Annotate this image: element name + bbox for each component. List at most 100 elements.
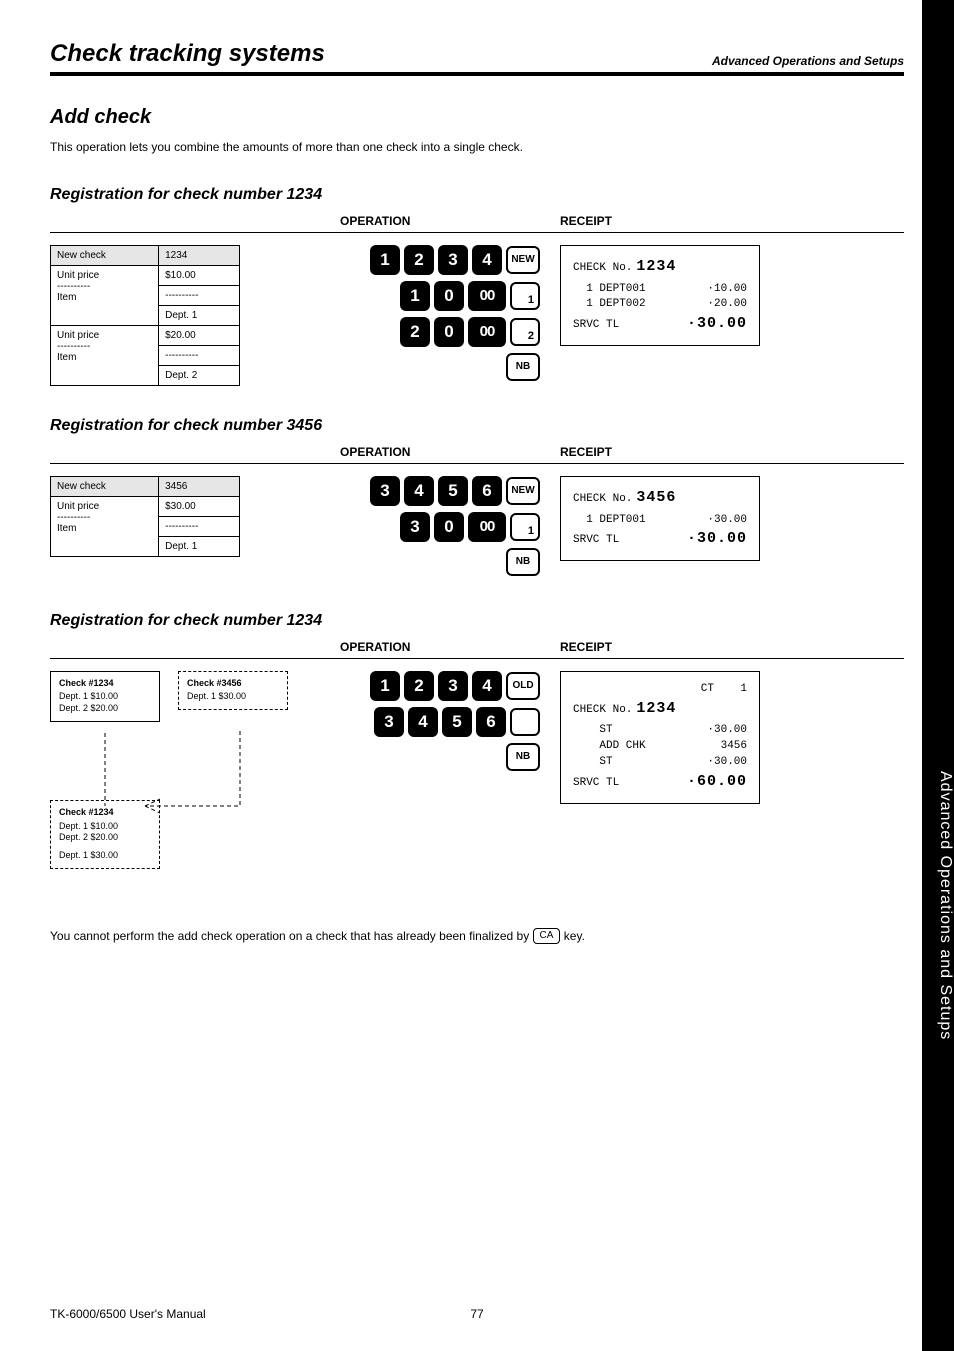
receipt-total-label: SRVC TL bbox=[573, 318, 619, 334]
intro-heading: Add check bbox=[50, 106, 904, 129]
example2-keypad: 3456NEW30001NB bbox=[340, 476, 560, 582]
keypad-key: 6 bbox=[476, 707, 506, 737]
keypad-key: 0 bbox=[434, 317, 464, 347]
keypad-key bbox=[510, 708, 540, 736]
keypad-key: 00 bbox=[468, 512, 506, 542]
diagram-line: Dept. 1 $30.00 bbox=[59, 850, 151, 862]
col-display: OPERATION bbox=[340, 441, 560, 463]
table-cell: Dept. 1 bbox=[159, 536, 240, 556]
page-header: Check tracking systems Advanced Operatio… bbox=[50, 40, 904, 76]
table-cell: $20.00 bbox=[159, 325, 240, 345]
col-receipt: RECEIPT bbox=[560, 441, 612, 463]
example1-table-wrap: New check1234 Unit price----------Item$1… bbox=[50, 245, 340, 386]
receipt-ct-value: 1 bbox=[740, 683, 747, 695]
keypad-key: 1 bbox=[510, 282, 540, 310]
keypad-key: 1 bbox=[370, 671, 400, 701]
keypad-key: 3 bbox=[400, 512, 430, 542]
table-cell: New check bbox=[51, 476, 159, 496]
example1-receipt: CHECK No.1234 1 DEPT001·10.00 1 DEPT002·… bbox=[560, 245, 760, 346]
keypad-key: 3 bbox=[438, 245, 468, 275]
table-cell: Dept. 2 bbox=[159, 365, 240, 385]
page-number: 77 bbox=[0, 1307, 954, 1321]
diagram-line: Dept. 2 $20.00 bbox=[59, 832, 151, 844]
keypad-key: 00 bbox=[468, 281, 506, 311]
keypad-key: NB bbox=[506, 353, 540, 381]
keypad-key: 2 bbox=[510, 318, 540, 346]
diagram-check-dashed: Check #3456 Dept. 1 $30.00 bbox=[178, 671, 288, 710]
diagram-title: Check #3456 bbox=[187, 678, 279, 690]
receipt-check-label: CHECK No. bbox=[573, 703, 632, 719]
table-cell: New check bbox=[51, 245, 159, 265]
receipt-check-label: CHECK No. bbox=[573, 492, 632, 508]
table-cell: Unit price----------Item bbox=[51, 325, 159, 385]
table-cell: 3456 bbox=[159, 476, 240, 496]
diagram-line: Dept. 1 $10.00 bbox=[59, 821, 151, 833]
receipt-ct-label: CT bbox=[701, 683, 714, 695]
keypad-key: 5 bbox=[438, 476, 468, 506]
diagram-line: Dept. 2 $20.00 bbox=[59, 703, 151, 715]
example3-keypad: 1234OLD3456NB bbox=[340, 671, 560, 777]
receipt-total-label: SRVC TL bbox=[573, 776, 619, 792]
example3-row: Check #1234 Dept. 1 $10.00 Dept. 2 $20.0… bbox=[50, 671, 904, 887]
example1-keypad: 1234NEW1000120002NB bbox=[340, 245, 560, 387]
example3-receipt: CT 1 CHECK No.1234 ST·30.00 ADD CHK3456 … bbox=[560, 671, 760, 804]
keypad-key: NEW bbox=[506, 477, 540, 505]
receipt-line: 1 DEPT001·30.00 bbox=[573, 513, 747, 529]
footnote: You cannot perform the add check operati… bbox=[50, 927, 904, 945]
example2-row: New check3456 Unit price----------Item$3… bbox=[50, 476, 904, 582]
keypad-key: NB bbox=[506, 743, 540, 771]
keypad-key: 1 bbox=[510, 513, 540, 541]
keypad-key: 0 bbox=[434, 512, 464, 542]
receipt-check-label: CHECK No. bbox=[573, 261, 632, 277]
keypad-key: 3 bbox=[370, 476, 400, 506]
receipt-line: ST·30.00 bbox=[573, 723, 747, 739]
receipt-total-value: ·30.00 bbox=[687, 528, 747, 550]
keypad-key: 4 bbox=[472, 245, 502, 275]
diagram-check-merged: Check #1234 Dept. 1 $10.00 Dept. 2 $20.0… bbox=[50, 800, 160, 869]
diagram-check-solid: Check #1234 Dept. 1 $10.00 Dept. 2 $20.0… bbox=[50, 671, 160, 722]
diagram-line: Dept. 1 $30.00 bbox=[187, 691, 279, 703]
table-cell: ---------- bbox=[159, 285, 240, 305]
keypad-key: 1 bbox=[370, 245, 400, 275]
receipt-total-value: ·60.00 bbox=[687, 771, 747, 793]
receipt-check-no: 3456 bbox=[636, 487, 676, 509]
receipt-line: 1 DEPT002·20.00 bbox=[573, 297, 747, 313]
col-receipt: RECEIPT bbox=[560, 636, 612, 658]
table-cell: Unit price----------Item bbox=[51, 265, 159, 325]
column-headers: OPERATION RECEIPT bbox=[50, 210, 904, 233]
example1-title: Registration for check number 1234 bbox=[50, 186, 904, 204]
footnote-key: CA bbox=[533, 928, 561, 944]
keypad-key: 5 bbox=[442, 707, 472, 737]
receipt-line: ADD CHK3456 bbox=[573, 739, 747, 755]
diagram-title: Check #1234 bbox=[59, 678, 151, 690]
keypad-key: 3 bbox=[374, 707, 404, 737]
keypad-key: 4 bbox=[404, 476, 434, 506]
col-display: OPERATION bbox=[340, 636, 560, 658]
example3-diagram: Check #1234 Dept. 1 $10.00 Dept. 2 $20.0… bbox=[50, 671, 340, 887]
receipt-line: 1 DEPT001·10.00 bbox=[573, 282, 747, 298]
table-cell: 1234 bbox=[159, 245, 240, 265]
col-receipt: RECEIPT bbox=[560, 210, 612, 232]
table-cell: Unit price----------Item bbox=[51, 496, 159, 556]
receipt-total-label: SRVC TL bbox=[573, 533, 619, 549]
keypad-key: OLD bbox=[506, 672, 540, 700]
keypad-key: 00 bbox=[468, 317, 506, 347]
keypad-key: 1 bbox=[400, 281, 430, 311]
intro-text: This operation lets you combine the amou… bbox=[50, 139, 904, 156]
example2-receipt: CHECK No.3456 1 DEPT001·30.00 SRVC TL ·30… bbox=[560, 476, 760, 561]
keypad-key: 3 bbox=[438, 671, 468, 701]
example3-title: Registration for check number 1234 bbox=[50, 612, 904, 630]
column-headers: OPERATION RECEIPT bbox=[50, 636, 904, 659]
example2-table: New check3456 Unit price----------Item$3… bbox=[50, 476, 240, 557]
column-headers: OPERATION RECEIPT bbox=[50, 441, 904, 464]
example1-row: New check1234 Unit price----------Item$1… bbox=[50, 245, 904, 387]
receipt-check-no: 1234 bbox=[636, 698, 676, 720]
receipt-total-value: ·30.00 bbox=[687, 313, 747, 335]
keypad-key: NB bbox=[506, 548, 540, 576]
table-cell: $10.00 bbox=[159, 265, 240, 285]
keypad-key: 2 bbox=[404, 671, 434, 701]
table-cell: ---------- bbox=[159, 345, 240, 365]
keypad-key: 0 bbox=[434, 281, 464, 311]
page-subtitle: Advanced Operations and Setups bbox=[712, 54, 904, 68]
side-tab: Advanced Operations and Setups bbox=[922, 0, 954, 1351]
